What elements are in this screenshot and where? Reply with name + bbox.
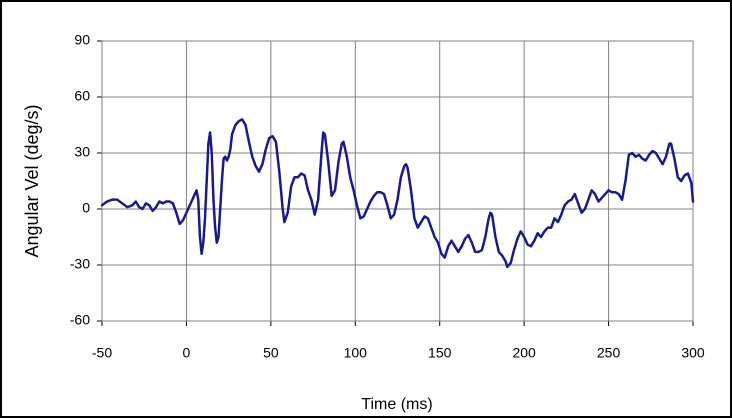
x-tick-label: 0 [183,345,191,361]
x-axis-title: Time (ms) [361,396,432,413]
y-tick-label: 60 [74,88,90,104]
x-tick-label: 150 [428,345,452,361]
plot-area [101,40,694,322]
y-tick-label: 0 [82,200,90,216]
y-axis-title: Angular Vel (deg/s) [22,104,42,257]
y-tick-label: 90 [74,32,90,48]
x-tick-label: -50 [92,345,112,361]
y-tick-label: -30 [70,256,90,272]
x-tick-label: 250 [597,345,621,361]
x-tick-label: 50 [263,345,279,361]
data-line [100,118,695,269]
x-tick-label: 200 [512,345,536,361]
y-tick-label: -60 [70,312,90,328]
x-tick-label: 300 [681,345,705,361]
x-tick-label: 100 [344,345,368,361]
y-tick-label: 30 [74,144,90,160]
